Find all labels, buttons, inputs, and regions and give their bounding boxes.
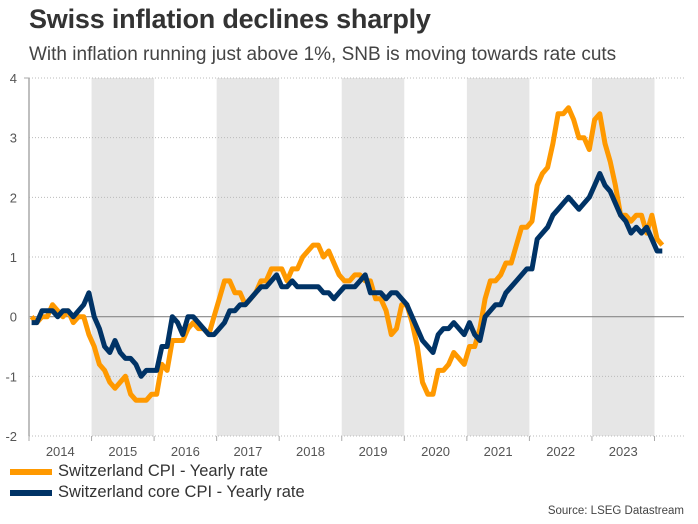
series-line-core <box>31 171 663 379</box>
legend: Switzerland CPI - Yearly rate Switzerlan… <box>10 461 305 503</box>
series-lines <box>29 105 665 403</box>
y-tick-labels: 4 3 2 1 0 -1 -2 <box>5 71 17 444</box>
y-tick-3: 3 <box>10 131 17 146</box>
x-tick-2014: 2014 <box>46 444 75 459</box>
x-tick-labels: 2014 2015 2016 2017 2018 2019 2020 2021 2022 2023 <box>46 444 638 459</box>
y-tick--1: -1 <box>5 369 17 384</box>
y-tick--2: -2 <box>5 429 17 444</box>
gridlines <box>29 77 684 437</box>
x-tick-2021: 2021 <box>484 444 513 459</box>
legend-item-core: Switzerland core CPI - Yearly rate <box>10 482 305 503</box>
x-tick-2018: 2018 <box>296 444 325 459</box>
band-2019 <box>341 78 405 436</box>
x-tick-2015: 2015 <box>108 444 137 459</box>
source-note: Source: LSEG Datastream <box>547 505 684 517</box>
legend-item-cpi: Switzerland CPI - Yearly rate <box>10 461 305 482</box>
axes <box>24 77 655 441</box>
y-tick-0: 0 <box>10 310 17 325</box>
x-tick-2017: 2017 <box>233 444 262 459</box>
y-tick-4: 4 <box>10 71 17 86</box>
chart-title: Swiss inflation declines sharply <box>29 4 431 34</box>
series-line-cpi <box>29 105 665 403</box>
x-tick-2020: 2020 <box>421 444 450 459</box>
x-tick-2016: 2016 <box>171 444 200 459</box>
y-tick-1: 1 <box>10 250 17 265</box>
legend-label-cpi: Switzerland CPI - Yearly rate <box>58 462 269 480</box>
y-tick-2: 2 <box>10 190 17 205</box>
year-bands <box>91 78 655 436</box>
chart-subtitle: With inflation running just above 1%, SN… <box>29 44 617 65</box>
legend-swatch-cpi <box>10 468 52 475</box>
legend-swatch-core <box>10 489 52 496</box>
x-tick-2022: 2022 <box>546 444 575 459</box>
x-tick-2023: 2023 <box>609 444 638 459</box>
x-tick-2019: 2019 <box>359 444 388 459</box>
legend-label-core: Switzerland core CPI - Yearly rate <box>58 483 305 501</box>
